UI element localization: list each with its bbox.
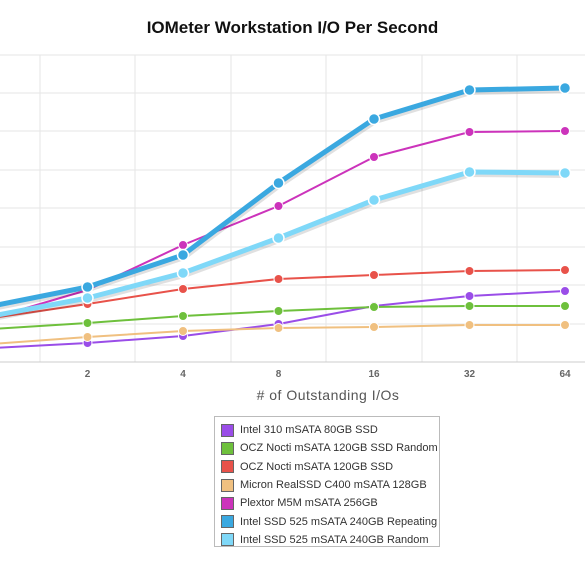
data-point xyxy=(560,126,570,136)
data-point xyxy=(560,286,570,296)
series-3 xyxy=(0,320,570,345)
data-point xyxy=(82,318,93,328)
data-point xyxy=(464,320,475,330)
legend-label: Micron RealSSD C400 mSATA 128GB xyxy=(240,479,427,492)
data-point xyxy=(367,193,381,207)
legend-swatch xyxy=(221,423,234,437)
x-axis-label: # of Outstanding I/Os xyxy=(257,387,400,403)
data-point xyxy=(272,176,285,190)
legend-swatch xyxy=(221,441,234,455)
legend-item: Intel SSD 525 mSATA 240GB Repeating xyxy=(221,512,437,530)
data-point xyxy=(272,231,285,245)
legend-label: OCZ Nocti mSATA 120GB SSD Random xyxy=(240,442,438,455)
data-point xyxy=(369,270,379,280)
legend-swatch xyxy=(221,533,234,547)
data-point xyxy=(178,240,188,250)
legend-item: Intel 310 mSATA 80GB SSD xyxy=(221,421,433,439)
data-point xyxy=(463,165,476,179)
data-point xyxy=(560,265,570,275)
data-point xyxy=(560,301,570,311)
data-point xyxy=(558,166,572,180)
data-point xyxy=(273,201,284,211)
legend-item: Micron RealSSD C400 mSATA 128GB xyxy=(221,476,433,494)
legend-item: OCZ Nocti mSATA 120GB SSD Random xyxy=(221,439,438,457)
series-lines xyxy=(0,81,572,349)
data-point xyxy=(464,301,475,311)
chart-title: IOMeter Workstation I/O Per Second xyxy=(146,18,439,37)
data-point xyxy=(82,332,93,342)
legend-swatch xyxy=(221,460,234,474)
legend-swatch xyxy=(221,496,234,510)
grid-lines xyxy=(0,54,585,363)
data-point xyxy=(464,291,475,301)
data-point xyxy=(273,323,284,333)
legend-swatch xyxy=(221,478,234,492)
data-point xyxy=(463,83,476,97)
x-tick-label: 16 xyxy=(368,369,380,380)
x-axis: 2 4 8 16 32 64 xyxy=(0,361,585,380)
data-point xyxy=(369,322,379,332)
legend-label: Intel SSD 525 mSATA 240GB Random xyxy=(240,533,429,546)
x-tick-label: 2 xyxy=(85,369,91,380)
data-point xyxy=(81,291,94,305)
data-point xyxy=(560,320,570,330)
data-point xyxy=(178,326,188,336)
legend-item: Plextor M5M mSATA 256GB xyxy=(221,494,433,512)
legend-swatch xyxy=(221,515,234,529)
legend: Intel 310 mSATA 80GB SSD OCZ Nocti mSATA … xyxy=(214,416,440,547)
data-point xyxy=(464,127,475,137)
legend-label: Plextor M5M mSATA 256GB xyxy=(240,497,378,510)
legend-label: OCZ Nocti mSATA 120GB SSD xyxy=(240,460,394,473)
data-point xyxy=(367,112,381,126)
series-1 xyxy=(0,301,570,330)
data-point xyxy=(369,302,379,312)
data-point xyxy=(178,311,188,321)
data-point xyxy=(273,306,284,316)
legend-label: Intel 310 mSATA 80GB SSD xyxy=(240,424,378,437)
data-point xyxy=(178,284,188,294)
x-tick-label: 64 xyxy=(559,369,571,380)
data-point xyxy=(273,274,284,284)
data-point xyxy=(558,81,572,95)
series-5 xyxy=(0,81,572,310)
data-point xyxy=(176,248,190,262)
data-point xyxy=(369,152,379,162)
x-tick-label: 32 xyxy=(464,369,476,380)
data-point xyxy=(464,266,475,276)
data-point xyxy=(81,280,94,294)
x-tick-label: 4 xyxy=(180,369,186,380)
legend-label: Intel SSD 525 mSATA 240GB Repeating xyxy=(240,515,438,528)
series-6 xyxy=(0,165,572,320)
legend-item: OCZ Nocti mSATA 120GB SSD xyxy=(221,458,433,476)
legend-item: Intel SSD 525 mSATA 240GB Random xyxy=(221,531,433,549)
x-tick-label: 8 xyxy=(276,369,282,380)
data-point xyxy=(176,266,190,280)
